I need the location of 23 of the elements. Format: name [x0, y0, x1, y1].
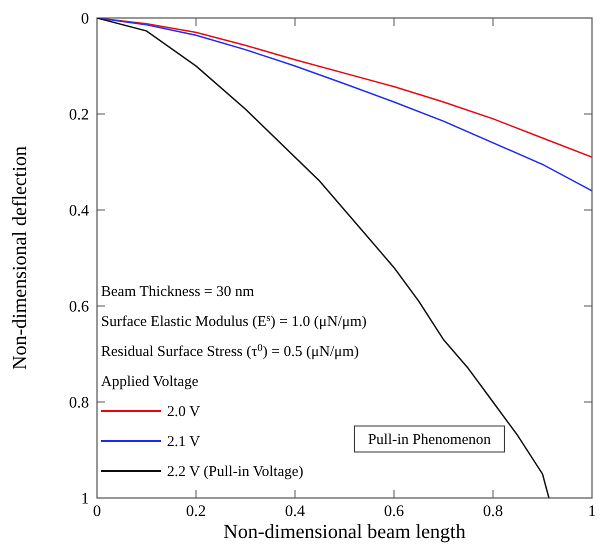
- y-tick-label: 0: [81, 10, 89, 28]
- annotation: Beam Thickness = 30 nm: [101, 284, 254, 300]
- annotation: Residual Surface Stress (τ$^{0}$) = 0.5 (μN/μm): [101, 342, 359, 360]
- x-axis-title: Non-dimensional beam length: [223, 521, 466, 543]
- y-tick-label: 0.4: [69, 202, 89, 220]
- x-tick-label: 0.6: [384, 503, 404, 520]
- x-tick-label: 1: [588, 503, 596, 520]
- annotation: Pull-in Phenomenon: [368, 432, 492, 448]
- y-tick-label: 0.6: [69, 298, 89, 316]
- y-axis-title: Non-dimensional deflection: [9, 146, 31, 370]
- legend-title: Applied Voltage: [101, 374, 199, 390]
- x-tick-label: 0.4: [285, 503, 305, 520]
- x-tick-label: 0: [93, 503, 101, 520]
- legend-label: 2.2 V (Pull-in Voltage): [167, 464, 304, 480]
- y-tick-label: 0.2: [69, 106, 89, 124]
- x-tick-label: 0.2: [186, 503, 206, 520]
- annotation: Surface Elastic Modulus (E$^{s}$) = 1.0 (μN/μm): [101, 312, 367, 330]
- legend-label: 2.0 V: [167, 404, 200, 420]
- x-tick-label: 0.8: [483, 503, 503, 520]
- y-tick-label: 0.8: [69, 394, 89, 412]
- line-series: [97, 18, 550, 498]
- legend-label: 2.1 V: [167, 434, 200, 450]
- y-tick-label: 1: [81, 490, 89, 508]
